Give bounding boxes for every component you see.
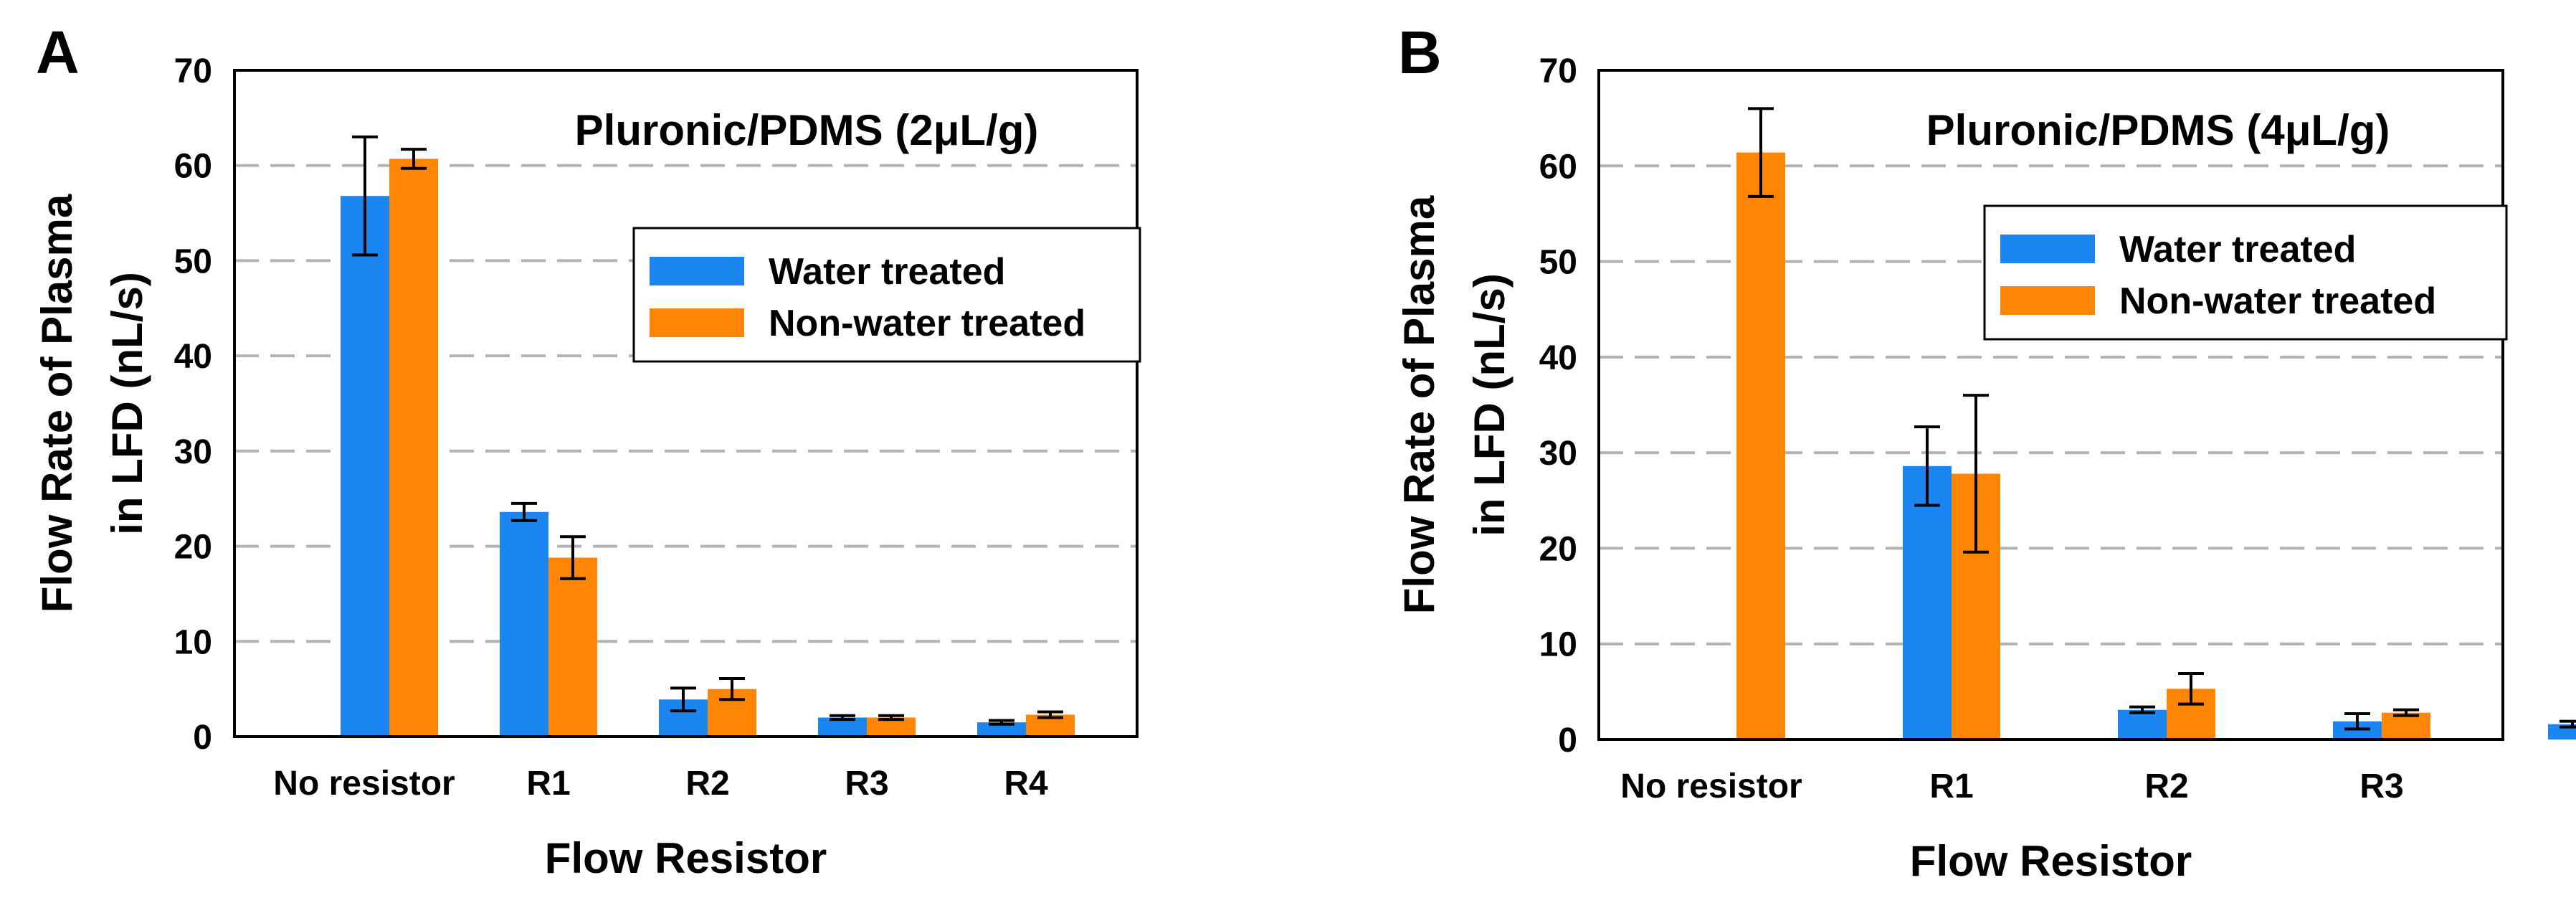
legend-label-non-water: Non-water treated	[2119, 280, 2436, 322]
x-category-labels: No resistor R1 R2 R3 R4	[1620, 767, 2576, 805]
x-category-label: R3	[2359, 767, 2403, 805]
legend-label-water: Water treated	[2119, 229, 2356, 270]
legend-box	[1983, 204, 2508, 341]
bar-water	[1903, 465, 1952, 739]
bar-water	[2118, 709, 2167, 739]
y-tick-label: 70	[1539, 52, 1577, 90]
panel-b: B 0 10 20 30 40 50 60 70 No resistor R1 R2 R3 R4 Pl…	[1395, 19, 2576, 885]
error-bar	[2129, 705, 2155, 714]
error-bar	[511, 501, 537, 522]
legend: Water treated Non-water treated	[1983, 204, 2508, 341]
error-bar	[719, 677, 745, 701]
error-bars	[1748, 107, 2576, 731]
x-category-label: No resistor	[1620, 767, 1802, 805]
x-category-labels: No resistor R1 R2 R3 R4	[273, 765, 1048, 803]
bar-non-water	[389, 159, 438, 737]
y-axis-label-line-1: Flow Rate of Plasma	[33, 194, 81, 613]
error-bar	[1963, 394, 1989, 554]
x-category-label: R1	[1929, 767, 1973, 805]
error-bar	[830, 714, 855, 722]
y-axis-label-line-2: in LFD (nL/s)	[103, 272, 151, 535]
x-category-label: R4	[1004, 765, 1048, 803]
error-bar	[2393, 708, 2419, 717]
legend-label-water: Water treated	[769, 251, 1005, 293]
y-tick-label: 20	[174, 529, 212, 567]
y-tick-label: 40	[174, 338, 212, 376]
x-category-label: No resistor	[273, 765, 455, 803]
y-tick-label: 10	[1539, 626, 1577, 664]
x-category-label: R3	[845, 765, 888, 803]
error-bar	[1748, 107, 1774, 198]
y-tick-label: 40	[1539, 339, 1577, 377]
bar-non-water	[2382, 712, 2430, 739]
error-bar	[352, 135, 378, 257]
x-category-label: R4	[2575, 767, 2576, 805]
error-bar	[560, 535, 586, 580]
error-bar	[2560, 719, 2576, 729]
y-tick-label: 30	[174, 433, 212, 471]
y-ticks: 0 10 20 30 40 50 60 70	[174, 52, 212, 757]
y-tick-label: 10	[174, 623, 212, 661]
error-bar	[1037, 710, 1063, 719]
error-bar	[670, 686, 696, 713]
y-axis-label-line-1: Flow Rate of Plasma	[1395, 195, 1443, 614]
error-bar	[2344, 712, 2370, 731]
plot-frame	[233, 69, 1139, 738]
plot-frame	[1597, 69, 2504, 741]
legend-swatch-non-water	[650, 308, 744, 337]
y-axis-label-line-2: in LFD (nL/s)	[1465, 273, 1513, 536]
error-bar	[989, 719, 1014, 726]
legend-swatch-water	[2000, 235, 2095, 263]
legend-box	[632, 227, 1141, 363]
x-axis-label: Flow Resistor	[1910, 837, 2192, 885]
legend-swatch-water	[650, 257, 744, 285]
bar-non-water	[1736, 152, 1785, 739]
panel-a: A 0 10 20 30 40 50 60 70 No resistor R1 R2 R3 R4 Pl…	[33, 19, 1141, 882]
bar-water	[500, 511, 548, 737]
panel-letter: B	[1398, 19, 1442, 86]
error-bar	[2178, 672, 2204, 706]
y-tick-label: 0	[1558, 722, 1577, 760]
legend: Water treated Non-water treated	[632, 227, 1141, 363]
error-bar	[878, 714, 904, 722]
y-tick-label: 70	[174, 52, 212, 90]
y-tick-label: 50	[1539, 244, 1577, 282]
panel-letter: A	[36, 19, 80, 86]
x-category-label: R2	[685, 765, 729, 803]
error-bar	[401, 148, 427, 170]
x-category-label: R1	[526, 765, 570, 803]
legend-label-non-water: Non-water treated	[769, 303, 1085, 344]
error-bar	[1914, 425, 1940, 507]
y-tick-label: 60	[1539, 148, 1577, 186]
bars	[341, 159, 1075, 737]
y-tick-label: 30	[1539, 435, 1577, 473]
error-bars	[352, 135, 1063, 726]
x-axis-label: Flow Resistor	[545, 834, 827, 882]
y-tick-label: 20	[1539, 530, 1577, 568]
y-tick-label: 60	[174, 148, 212, 186]
bar-non-water	[548, 557, 597, 737]
y-ticks: 0 10 20 30 40 50 60 70	[1539, 52, 1577, 760]
bar-water	[977, 722, 1026, 737]
chart-title: Pluronic/PDMS (2μL/g)	[575, 106, 1039, 154]
y-tick-label: 0	[193, 719, 212, 757]
chart-title: Pluronic/PDMS (4μL/g)	[1926, 106, 2390, 154]
bars	[1736, 152, 2576, 739]
y-tick-label: 50	[174, 242, 212, 280]
x-category-label: R2	[2144, 767, 2188, 805]
legend-swatch-non-water	[2000, 286, 2095, 315]
bar-water	[341, 196, 389, 737]
